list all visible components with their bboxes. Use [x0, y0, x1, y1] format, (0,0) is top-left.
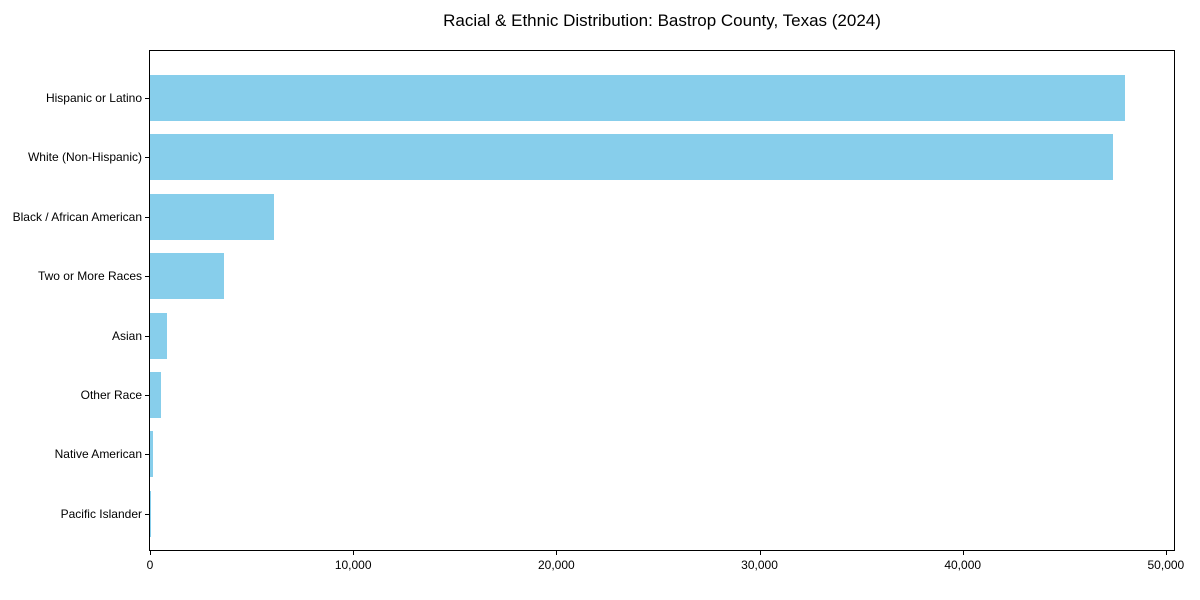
x-tick-mark	[556, 551, 558, 555]
y-tick-mark	[145, 395, 149, 396]
bar-two-or-more-races	[150, 253, 225, 300]
bar-asian	[150, 312, 168, 359]
x-tick-label: 0	[146, 558, 154, 572]
x-tick-label: 10,000	[334, 558, 372, 572]
x-tick-mark	[759, 551, 761, 555]
y-tick-label: Black / African American	[12, 209, 142, 224]
y-tick-label: Hispanic or Latino	[45, 91, 142, 105]
y-tick-label: Other Race	[80, 388, 142, 402]
bar-native-american	[150, 431, 154, 478]
y-tick-mark	[145, 276, 149, 278]
x-tick-mark	[353, 551, 355, 555]
chart-title: Racial & Ethnic Distribution: Bastrop Co…	[443, 11, 881, 30]
y-tick-mark	[145, 98, 149, 99]
bar-white-non-hispanic	[150, 134, 1114, 181]
x-tick-mark	[1165, 551, 1167, 555]
bar-black-african-american	[150, 193, 274, 240]
x-tick-label: 30,000	[741, 558, 778, 572]
y-tick-mark	[145, 335, 149, 337]
y-tick-label: Two or More Races	[37, 269, 142, 284]
y-tick-label: Pacific Islander	[60, 506, 142, 521]
plot-area	[149, 50, 1175, 551]
bar-other-race	[150, 372, 161, 418]
y-tick-mark	[145, 216, 149, 218]
bar-pacific-islander	[150, 490, 151, 537]
y-tick-label: White (Non-Hispanic)	[27, 150, 142, 165]
bar-hispanic-or-latino	[150, 75, 1126, 121]
x-tick-mark	[150, 551, 151, 555]
x-tick-label: 50,000	[1147, 558, 1185, 572]
x-tick-mark	[962, 551, 964, 555]
y-tick-mark	[145, 513, 149, 515]
y-tick-label: Asian	[111, 328, 142, 343]
y-tick-label: Native American	[54, 447, 142, 462]
x-tick-label: 40,000	[944, 558, 982, 572]
y-tick-mark	[145, 157, 149, 159]
y-tick-mark	[145, 454, 149, 456]
x-tick-label: 20,000	[537, 558, 575, 572]
